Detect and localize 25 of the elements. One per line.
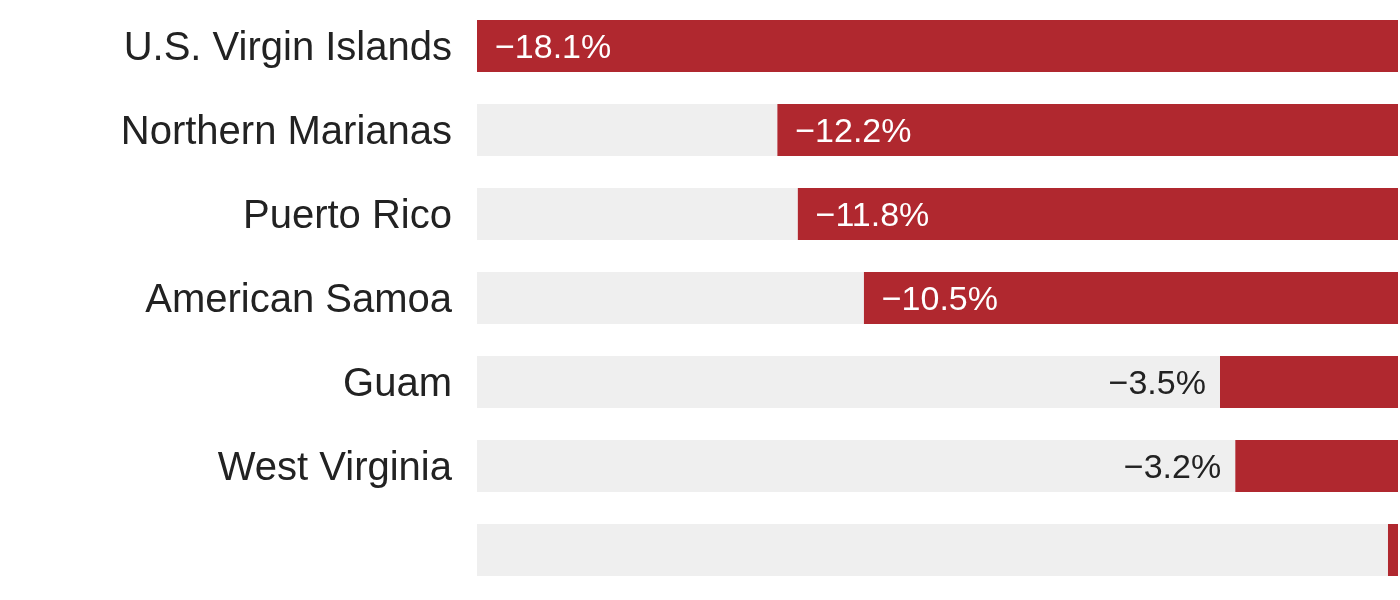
y-tick-label: West Virginia <box>217 444 453 488</box>
bar <box>477 356 1220 408</box>
bar <box>477 20 1398 72</box>
bar <box>477 524 1388 576</box>
bar <box>863 272 1398 324</box>
bar <box>477 104 778 156</box>
data-label: −11.8% <box>815 194 930 233</box>
data-label: −3.5% <box>1108 362 1206 401</box>
y-tick-label: Guam <box>343 360 452 404</box>
data-label: −12.2% <box>795 110 912 149</box>
bar <box>477 188 798 240</box>
data-label: −10.5% <box>881 278 998 317</box>
data-label: −3.2% <box>1123 446 1222 485</box>
bar <box>477 272 864 324</box>
y-tick-label: American Samoa <box>145 276 453 320</box>
bar <box>1235 440 1398 492</box>
bar <box>797 188 1398 240</box>
bar <box>777 104 1398 156</box>
bar <box>1219 356 1398 408</box>
data-label: −18.1% <box>495 26 612 65</box>
bar <box>1387 524 1398 576</box>
bar <box>477 440 1236 492</box>
y-tick-label: Puerto Rico <box>243 192 452 236</box>
y-tick-label: Northern Marianas <box>120 108 452 152</box>
y-tick-label: U.S. Virgin Islands <box>123 24 452 68</box>
